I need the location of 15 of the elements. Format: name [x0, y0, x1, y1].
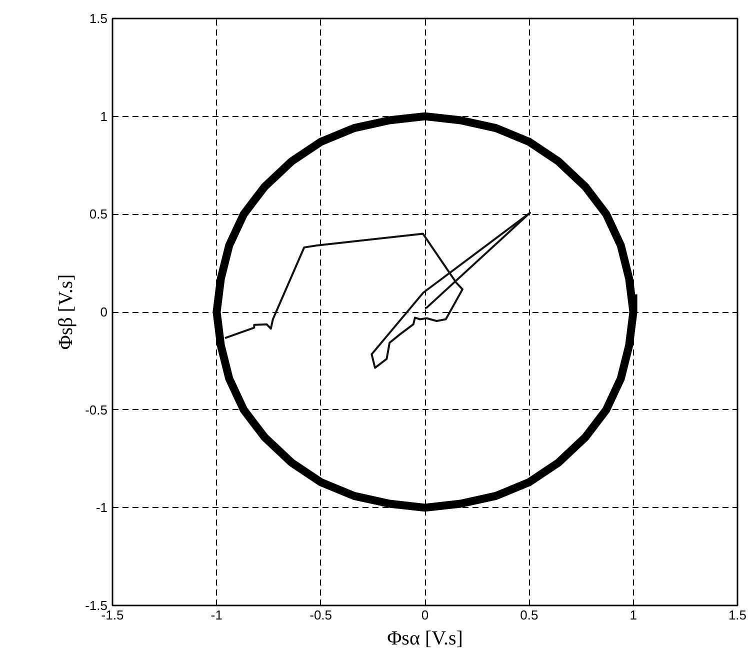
- x-tick-label: 1: [630, 608, 637, 622]
- x-tick-label: -0.5: [310, 608, 332, 622]
- y-tick-label: 0.5: [89, 206, 108, 222]
- y-tick-label: 1: [100, 108, 108, 124]
- x-tick-label: 0.5: [520, 608, 538, 622]
- x-tick-label: -1: [210, 608, 222, 622]
- x-tick-label: 0: [421, 608, 429, 622]
- x-axis-title: Φsα [V.s]: [387, 628, 463, 650]
- x-tick-label: 1.5: [728, 608, 747, 622]
- y-tick-label: 0: [100, 304, 108, 320]
- line-series: [224, 212, 531, 369]
- y-tick-label: -0.5: [85, 402, 108, 418]
- y-axis-title: Φsβ [V.s]: [55, 274, 78, 350]
- y-tick-label: -1: [96, 500, 108, 516]
- y-tick-label: 1.5: [89, 11, 108, 26]
